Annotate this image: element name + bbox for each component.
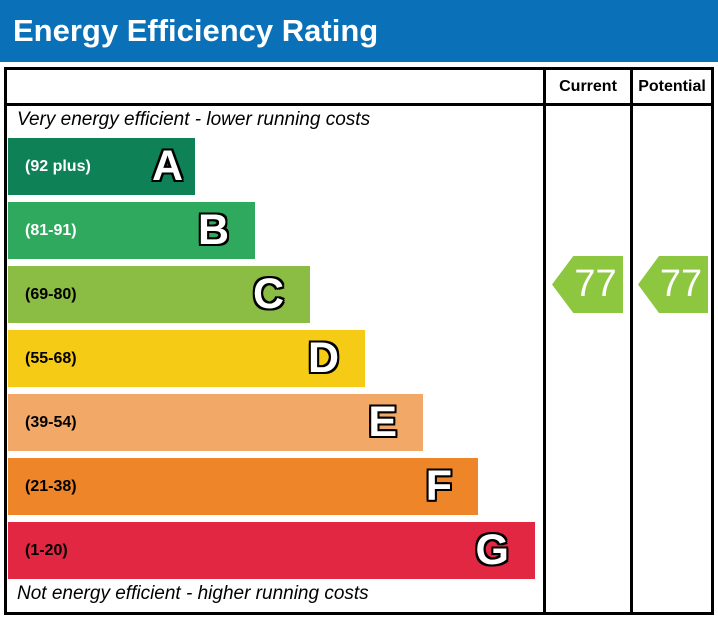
band-f-letter: F — [425, 462, 452, 510]
potential-column-divider — [630, 70, 633, 612]
band-b: (81-91) B — [8, 202, 255, 259]
rating-bands: (92 plus) A (81-91) B (69-80) C (55-68) … — [8, 138, 535, 586]
band-e-range: (39-54) — [25, 413, 77, 431]
current-rating-value: 77 — [574, 263, 617, 305]
band-e-letter: E — [368, 398, 397, 446]
band-e: (39-54) E — [8, 394, 423, 451]
band-f: (21-38) F — [8, 458, 478, 515]
band-a-letter: A — [151, 142, 183, 190]
band-f-range: (21-38) — [25, 477, 77, 495]
title-bar: Energy Efficiency Rating — [0, 0, 718, 62]
band-b-range: (81-91) — [25, 221, 77, 239]
band-d-letter: D — [307, 334, 339, 382]
band-d: (55-68) D — [8, 330, 365, 387]
current-column-divider — [543, 70, 546, 612]
potential-column-header: Potential — [638, 77, 706, 95]
band-a: (92 plus) A — [8, 138, 195, 195]
bottom-note: Not energy efficient - higher running co… — [17, 583, 369, 604]
band-c: (69-80) C — [8, 266, 310, 323]
band-c-range: (69-80) — [25, 285, 77, 303]
current-column-header: Current — [559, 77, 617, 95]
band-a-range: (92 plus) — [25, 157, 91, 175]
band-g-letter: G — [475, 526, 509, 574]
band-d-range: (55-68) — [25, 349, 77, 367]
potential-rating-value: 77 — [659, 263, 703, 305]
page-title: Energy Efficiency Rating — [13, 13, 379, 48]
band-c-letter: C — [252, 270, 284, 318]
top-note: Very energy efficient - lower running co… — [17, 109, 371, 130]
band-g-range: (1-20) — [25, 541, 68, 559]
band-g: (1-20) G — [8, 522, 535, 579]
header-divider — [7, 103, 711, 106]
band-b-letter: B — [197, 206, 229, 254]
